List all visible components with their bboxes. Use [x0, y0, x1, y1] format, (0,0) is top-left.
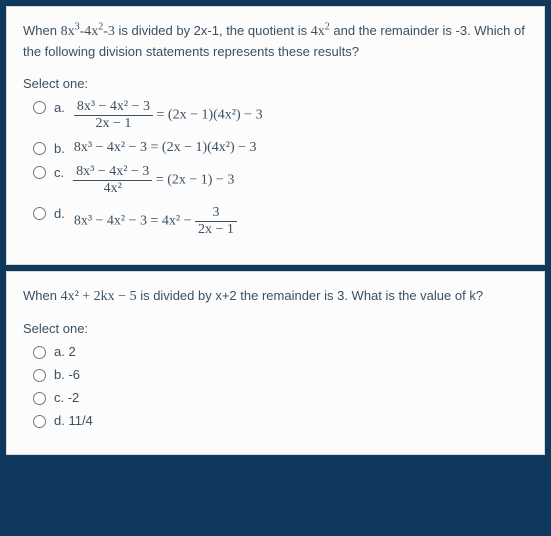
q2-option-a[interactable]: a. 2: [33, 344, 528, 359]
txt: When: [23, 288, 61, 303]
option-text: b. -6: [54, 367, 80, 382]
q2-option-d[interactable]: d. 11/4: [33, 413, 528, 428]
q1-option-b[interactable]: b. 8x³ − 4x² − 3 = (2x − 1)(4x²) − 3: [33, 140, 528, 156]
math: 8x³ − 4x² − 3 = (2x − 1)(4x²) − 3: [74, 140, 257, 156]
option-letter: d.: [54, 206, 65, 221]
math: 4x² + 2kx − 5: [61, 289, 137, 304]
q1-radio-a[interactable]: [33, 101, 46, 114]
q1-prompt: When 8x3-4x2-3 is divided by 2x-1, the q…: [23, 21, 528, 62]
q2-option-b[interactable]: b. -6: [33, 367, 528, 382]
txt: is divided by 2x-1, the quotient is: [115, 23, 311, 38]
question-1: When 8x3-4x2-3 is divided by 2x-1, the q…: [6, 6, 545, 265]
q1-radio-b[interactable]: [33, 142, 46, 155]
option-letter: c.: [54, 165, 64, 180]
option-letter: b.: [54, 141, 65, 156]
q1-option-a[interactable]: a. 8x³ − 4x² − 32x − 1 = (2x − 1)(4x²) −…: [33, 99, 528, 132]
math: 8x3-4x2-3: [61, 24, 115, 39]
txt: When: [23, 23, 61, 38]
q2-option-c[interactable]: c. -2: [33, 390, 528, 405]
math: 4x2: [311, 24, 330, 39]
question-2: When 4x² + 2kx − 5 is divided by x+2 the…: [6, 271, 545, 455]
q2-radio-b[interactable]: [33, 369, 46, 382]
txt: is divided by x+2 the remainder is 3. Wh…: [137, 288, 483, 303]
q2-radio-c[interactable]: [33, 392, 46, 405]
select-one-label: Select one:: [23, 321, 528, 336]
q1-option-c[interactable]: c. 8x³ − 4x² − 34x² = (2x − 1) − 3: [33, 164, 528, 197]
q2-prompt: When 4x² + 2kx − 5 is divided by x+2 the…: [23, 286, 528, 307]
math: 8x³ − 4x² − 3 = 4x² − 32x − 1: [74, 205, 237, 238]
q2-radio-a[interactable]: [33, 346, 46, 359]
option-text: d. 11/4: [54, 413, 93, 428]
q1-radio-c[interactable]: [33, 166, 46, 179]
q1-option-d[interactable]: d. 8x³ − 4x² − 3 = 4x² − 32x − 1: [33, 205, 528, 238]
select-one-label: Select one:: [23, 76, 528, 91]
math: 8x³ − 4x² − 32x − 1 = (2x − 1)(4x²) − 3: [74, 99, 263, 132]
option-letter: a.: [54, 100, 65, 115]
q1-radio-d[interactable]: [33, 207, 46, 220]
math: 8x³ − 4x² − 34x² = (2x − 1) − 3: [73, 164, 234, 197]
option-text: a. 2: [54, 344, 76, 359]
option-text: c. -2: [54, 390, 79, 405]
q2-radio-d[interactable]: [33, 415, 46, 428]
